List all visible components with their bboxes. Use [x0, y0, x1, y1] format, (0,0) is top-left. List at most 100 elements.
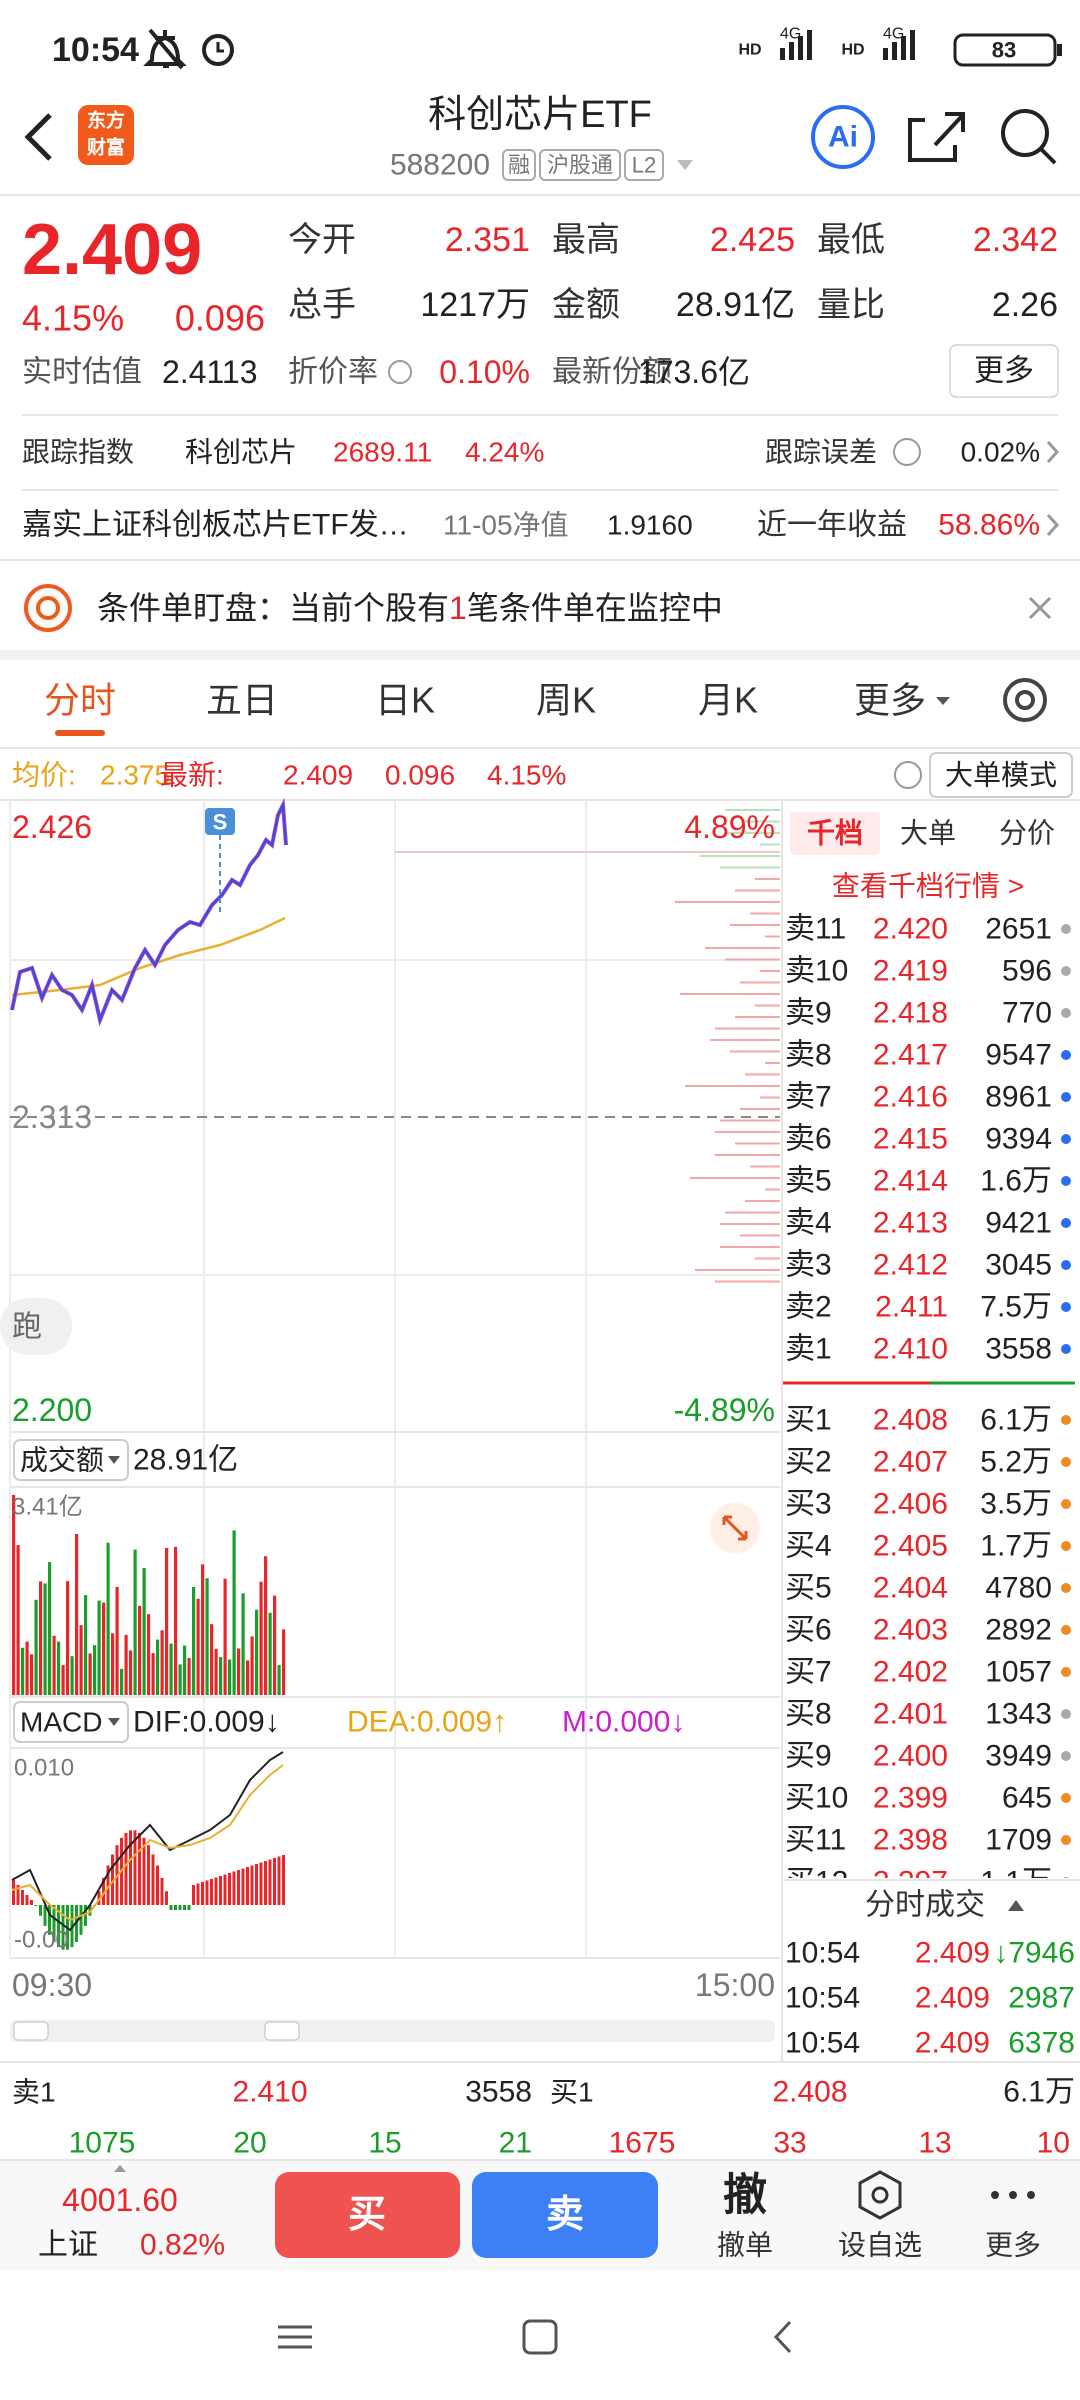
dropdown-arrow[interactable]: [108, 1718, 120, 1726]
footer-buy[interactable]: 买: [348, 2194, 386, 2236]
tabs[interactable]: 月K: [698, 680, 758, 721]
buy-button[interactable]: [275, 2172, 460, 2258]
price-line: [10, 800, 288, 1025]
bottom-bid-levels: 1675: [609, 2127, 676, 2160]
fund-nav-label: 11-05净值: [443, 510, 569, 541]
logo[interactable]: [78, 105, 134, 165]
side-tab[interactable]: [0, 1298, 72, 1355]
indicator-select[interactable]: [13, 1439, 129, 1481]
book-label: 买10: [785, 1782, 848, 1815]
quote-estimate-label: 实时估值: [22, 356, 142, 389]
collapse-arrow[interactable]: [1008, 1900, 1024, 1911]
search-button[interactable]: [1001, 109, 1057, 165]
info-pct: 4.15%: [487, 760, 566, 791]
book-volume: 1057: [985, 1656, 1052, 1689]
book-tabs[interactable]: 大单: [900, 818, 956, 849]
back-button[interactable]: [24, 113, 52, 161]
macd-bar: [142, 1837, 146, 1905]
macd-bar: [232, 1871, 236, 1905]
book-volume: 1709: [985, 1824, 1052, 1857]
bid-label: 买1: [550, 2077, 594, 2108]
help-icon[interactable]: [893, 438, 921, 466]
status-bar-battery: 83: [992, 38, 1016, 63]
tabs[interactable]: 日K: [375, 680, 435, 721]
footer-sell[interactable]: 卖: [546, 2194, 584, 2236]
chart-macd-label[interactable]: MACD: [20, 1707, 102, 1738]
chart-high-pct: 4.89%: [684, 809, 775, 845]
scroll-handle[interactable]: [13, 2021, 49, 2041]
expand-arrow[interactable]: [114, 2165, 126, 2172]
footer-cancel-icon[interactable]: 撤: [723, 2171, 767, 2220]
footer-index-pct: 0.82%: [140, 2229, 225, 2262]
info-mode[interactable]: 大单模式: [945, 760, 1057, 791]
trade-marker[interactable]: [205, 808, 235, 835]
volume-bar: [75, 1533, 79, 1695]
book-dot: [1063, 1877, 1069, 1878]
trades-price: 2.409: [915, 2027, 990, 2060]
book-tabs[interactable]: 千档: [807, 818, 863, 849]
book-tabs[interactable]: 分价: [999, 818, 1055, 849]
home-button[interactable]: [522, 2319, 558, 2355]
help-icon[interactable]: [894, 761, 922, 789]
macd-bar: [30, 1900, 33, 1905]
macd-bar: [48, 1905, 51, 1935]
volume-bar: [138, 1605, 142, 1695]
volume-bar: [156, 1639, 160, 1695]
book-label: 买12: [785, 1866, 848, 1899]
book-link[interactable]: 查看千档行情 >: [832, 871, 1024, 902]
footer-watch[interactable]: 设自选: [838, 2230, 922, 2261]
fields-label: 今开: [288, 221, 356, 259]
scroll-handle[interactable]: [264, 2021, 300, 2041]
mode-button[interactable]: [929, 752, 1073, 798]
more-icon[interactable]: [991, 2191, 1035, 2199]
more-button[interactable]: [949, 344, 1059, 398]
back-nav-button[interactable]: [773, 2320, 792, 2354]
ai-button[interactable]: [811, 105, 875, 169]
volume-bar: [250, 1636, 254, 1695]
expand-icon: [722, 1515, 748, 1541]
indicator-select[interactable]: [13, 1701, 129, 1743]
macd-bar: [178, 1905, 182, 1910]
ask-volume: 3558: [465, 2076, 532, 2109]
chart-macd-max: 0.010: [14, 1755, 74, 1782]
book-label: 买5: [785, 1572, 832, 1605]
quote-more[interactable]: 更多: [974, 355, 1034, 388]
settings-button[interactable]: [1003, 678, 1047, 722]
tabs[interactable]: 五日: [206, 680, 278, 721]
chart-marker[interactable]: S: [213, 810, 228, 835]
macd-bar: [52, 1905, 56, 1943]
footer-cancel[interactable]: 撤单: [717, 2230, 773, 2261]
dropdown-arrow[interactable]: [677, 160, 693, 170]
footer-more[interactable]: 更多: [985, 2230, 1041, 2261]
scrollbar[interactable]: [10, 2020, 775, 2042]
share-button[interactable]: [908, 112, 965, 162]
dropdown-arrow[interactable]: [108, 1456, 120, 1464]
volume-bar: [241, 1593, 245, 1695]
dropdown-arrow[interactable]: [936, 697, 950, 705]
macd-bar: [97, 1891, 101, 1905]
book-label: 卖7: [785, 1081, 832, 1114]
macd-bar: [169, 1905, 173, 1910]
track-pct: 4.24%: [465, 437, 544, 468]
chevron[interactable]: [1046, 440, 1060, 464]
sell-button[interactable]: [472, 2172, 658, 2258]
trades-time: 10:54: [785, 1937, 860, 1970]
volume-bar: [219, 1657, 223, 1695]
chevron[interactable]: [1046, 513, 1060, 537]
watch-icon[interactable]: [858, 2170, 902, 2220]
book-trades-title[interactable]: 分时成交: [865, 1889, 985, 1922]
header-ai[interactable]: Ai: [828, 121, 858, 154]
macd-bar: [277, 1856, 281, 1905]
volume-bar: [165, 1547, 169, 1695]
tabs[interactable]: 更多: [854, 680, 926, 721]
chart-side-tab[interactable]: 跑: [12, 1311, 42, 1344]
macd-bar: [241, 1868, 245, 1905]
volume-bar: [201, 1564, 205, 1695]
tabs[interactable]: 周K: [536, 680, 596, 721]
tabs[interactable]: 分时: [44, 680, 116, 721]
menu-button[interactable]: [278, 2325, 312, 2349]
close-button[interactable]: [1028, 596, 1052, 620]
track-index: 科创芯片: [185, 437, 297, 468]
fund-name: 嘉实上证科创板芯片ETF发…: [22, 509, 409, 542]
chart-volume-label[interactable]: 成交额: [20, 1445, 104, 1476]
